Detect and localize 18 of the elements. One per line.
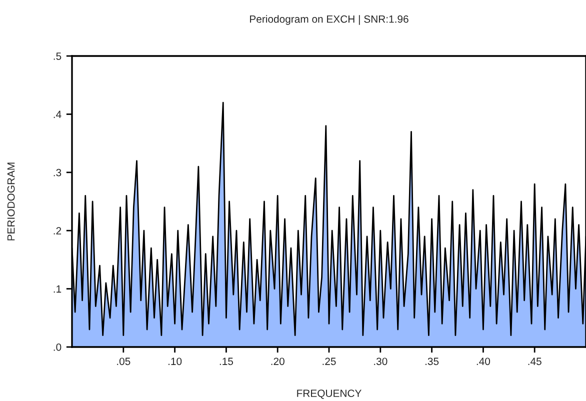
y-tick-label: .0 (54, 344, 62, 351)
x-tick-label: .20 (271, 358, 284, 366)
x-tick-label: .45 (528, 358, 542, 366)
x-tick-label: .40 (476, 358, 490, 366)
x-tick-label: .30 (374, 358, 388, 366)
y-tick-label: .2 (54, 227, 62, 234)
x-tick-label: .05 (117, 358, 130, 366)
y-axis-title: PERIODOGRAM (7, 162, 15, 240)
y-tick-label: .1 (54, 285, 62, 293)
x-tick-label: .10 (168, 358, 182, 366)
y-tick-label: .3 (54, 168, 62, 176)
x-axis-title: FREQUENCY (297, 390, 362, 399)
chart-title: Periodogram on EXCH | SNR:1.96 (250, 15, 408, 25)
x-tick-label: .25 (322, 358, 336, 366)
x-tick-label: .15 (220, 358, 234, 366)
y-tick-label: .4 (54, 110, 62, 118)
x-tick-label: .35 (426, 358, 439, 366)
y-tick-label: .5 (54, 52, 62, 60)
